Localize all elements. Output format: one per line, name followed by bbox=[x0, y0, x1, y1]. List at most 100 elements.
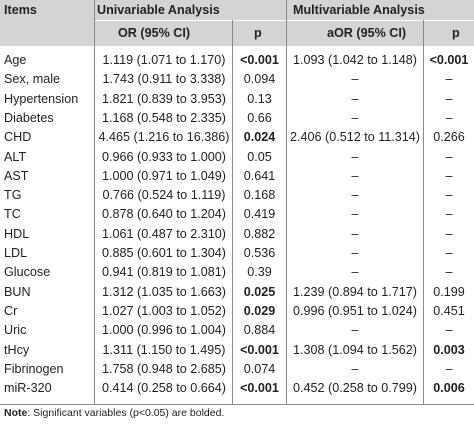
cell-item: Hypertension bbox=[4, 91, 79, 106]
col-divider-4 bbox=[423, 20, 424, 404]
cell-aor-ci: – bbox=[351, 246, 359, 260]
cell-or-ci: 0.941 (0.819 to 1.081) bbox=[102, 265, 226, 280]
cell-p-univariable: 0.13 bbox=[247, 91, 272, 106]
cell-aor-ci: 1.093 (1.042 to 1.148) bbox=[293, 53, 417, 67]
cell-p-multivariable: – bbox=[445, 72, 453, 87]
cell-aor-ci: 0.996 (0.951 to 1.024) bbox=[293, 303, 417, 318]
cell-or-ci: 1.312 (1.035 to 1.663) bbox=[102, 284, 226, 299]
cell-p-multivariable: – bbox=[445, 188, 453, 203]
cell-item: TG bbox=[4, 188, 22, 203]
cell-p-multivariable: – bbox=[445, 323, 453, 338]
table-bottom-rule bbox=[0, 404, 474, 405]
header-univariable: Univariable Analysis bbox=[97, 3, 220, 17]
header-or-ci: OR (95% CI) bbox=[118, 26, 191, 40]
header-p-multivariable: p bbox=[452, 26, 460, 40]
col-divider-2 bbox=[232, 20, 233, 404]
cell-or-ci: 0.766 (0.524 to 1.119) bbox=[102, 188, 226, 203]
cell-or-ci: 0.414 (0.258 to 0.664) bbox=[102, 381, 226, 396]
cell-p-multivariable: – bbox=[445, 246, 453, 260]
cell-aor-ci: – bbox=[351, 72, 359, 87]
cell-item: HDL bbox=[4, 226, 30, 241]
cell-or-ci: 1.821 (0.839 to 3.953) bbox=[102, 91, 226, 106]
cell-item: miR-320 bbox=[4, 381, 52, 396]
cell-p-univariable: 0.884 bbox=[243, 323, 276, 338]
cell-or-ci: 0.878 (0.640 to 1.204) bbox=[102, 207, 226, 222]
cell-item: CHD bbox=[4, 130, 32, 145]
cell-p-univariable: <0.001 bbox=[240, 381, 279, 396]
header-divider bbox=[95, 20, 474, 21]
cell-item: Sex, male bbox=[4, 72, 60, 87]
cell-p-univariable: 0.882 bbox=[243, 226, 276, 241]
cell-aor-ci: – bbox=[351, 207, 359, 222]
cell-item: Fibrinogen bbox=[4, 361, 64, 376]
cell-or-ci: 1.168 (0.548 to 2.335) bbox=[102, 110, 226, 125]
header-row-sub bbox=[0, 20, 474, 46]
cell-aor-ci: – bbox=[351, 91, 359, 106]
cell-p-multivariable: – bbox=[445, 110, 453, 125]
cell-p-multivariable: 0.451 bbox=[433, 303, 465, 318]
cell-aor-ci: – bbox=[351, 265, 359, 280]
cell-or-ci: 1.061 (0.487 to 2.310) bbox=[102, 226, 226, 241]
cell-p-multivariable: 0.199 bbox=[433, 284, 465, 299]
cell-item: Glucose bbox=[4, 265, 51, 280]
note-label: Note bbox=[4, 407, 28, 419]
cell-p-multivariable: – bbox=[445, 149, 453, 164]
cell-or-ci: 1.743 (0.911 to 3.338) bbox=[102, 72, 226, 87]
cell-or-ci: 1.311 (1.150 to 1.495) bbox=[102, 342, 226, 357]
cell-p-univariable: 0.641 bbox=[243, 168, 276, 183]
cell-item: Cr bbox=[4, 303, 18, 318]
cell-aor-ci: – bbox=[351, 323, 359, 338]
cell-item: LDL bbox=[4, 246, 28, 260]
cell-p-univariable: 0.024 bbox=[243, 130, 276, 145]
cell-p-univariable: <0.001 bbox=[240, 53, 279, 67]
cell-aor-ci: – bbox=[351, 168, 359, 183]
cell-item: tHcy bbox=[4, 342, 30, 357]
cell-p-univariable: 0.39 bbox=[247, 265, 272, 280]
cell-p-multivariable: – bbox=[445, 91, 453, 106]
cell-or-ci: 0.966 (0.933 to 1.000) bbox=[102, 149, 226, 164]
cell-item: BUN bbox=[4, 284, 31, 299]
cell-p-multivariable: <0.001 bbox=[429, 53, 469, 67]
table-note: Note: Significant variables (p<0.05) are… bbox=[4, 407, 224, 419]
cell-p-multivariable: 0.003 bbox=[433, 342, 465, 357]
cell-p-univariable: 0.074 bbox=[243, 361, 276, 376]
header-multivariable: Multivariable Analysis bbox=[293, 3, 425, 17]
header-p-univariable: p bbox=[254, 26, 262, 40]
col-divider-1 bbox=[94, 0, 95, 404]
cell-p-multivariable: – bbox=[445, 207, 453, 222]
cell-p-univariable: 0.536 bbox=[243, 246, 276, 260]
cell-or-ci: 4.465 (1.216 to 16.386) bbox=[98, 130, 230, 145]
cell-p-multivariable: – bbox=[445, 361, 453, 376]
cell-p-univariable: <0.001 bbox=[240, 342, 279, 357]
cell-or-ci: 1.119 (1.071 to 1.170) bbox=[102, 53, 226, 67]
cell-aor-ci: 1.308 (1.094 to 1.562) bbox=[293, 342, 417, 357]
cell-or-ci: 1.000 (0.996 to 1.004) bbox=[102, 323, 226, 338]
cell-item: AST bbox=[4, 168, 29, 183]
cell-or-ci: 1.758 (0.948 to 2.685) bbox=[102, 361, 226, 376]
cell-p-univariable: 0.168 bbox=[243, 188, 276, 203]
header-row-top bbox=[0, 0, 474, 20]
header-aor-ci: aOR (95% CI) bbox=[327, 26, 407, 40]
cell-aor-ci: 0.452 (0.258 to 0.799) bbox=[293, 381, 417, 396]
cell-p-univariable: 0.029 bbox=[243, 303, 276, 318]
cell-or-ci: 1.027 (1.003 to 1.052) bbox=[102, 303, 226, 318]
cell-p-multivariable: – bbox=[445, 265, 453, 280]
cell-item: Uric bbox=[4, 323, 27, 338]
cell-or-ci: 1.000 (0.971 to 1.049) bbox=[102, 168, 226, 183]
cell-p-multivariable: 0.266 bbox=[433, 130, 465, 145]
cell-aor-ci: – bbox=[351, 226, 359, 241]
cell-p-multivariable: – bbox=[445, 226, 453, 241]
cell-p-univariable: 0.025 bbox=[243, 284, 276, 299]
cell-p-univariable: 0.094 bbox=[243, 72, 276, 87]
cell-item: ALT bbox=[4, 149, 27, 164]
cell-item: Age bbox=[4, 53, 27, 67]
cell-aor-ci: – bbox=[351, 188, 359, 203]
cell-aor-ci: 1.239 (0.894 to 1.717) bbox=[293, 284, 417, 299]
cell-aor-ci: – bbox=[351, 149, 359, 164]
cell-item: TC bbox=[4, 207, 21, 222]
cell-p-multivariable: – bbox=[445, 168, 453, 183]
cell-p-univariable: 0.419 bbox=[243, 207, 276, 222]
header-items: Items bbox=[4, 3, 37, 17]
cell-or-ci: 0.885 (0.601 to 1.304) bbox=[102, 246, 226, 260]
cell-aor-ci: – bbox=[351, 361, 359, 376]
